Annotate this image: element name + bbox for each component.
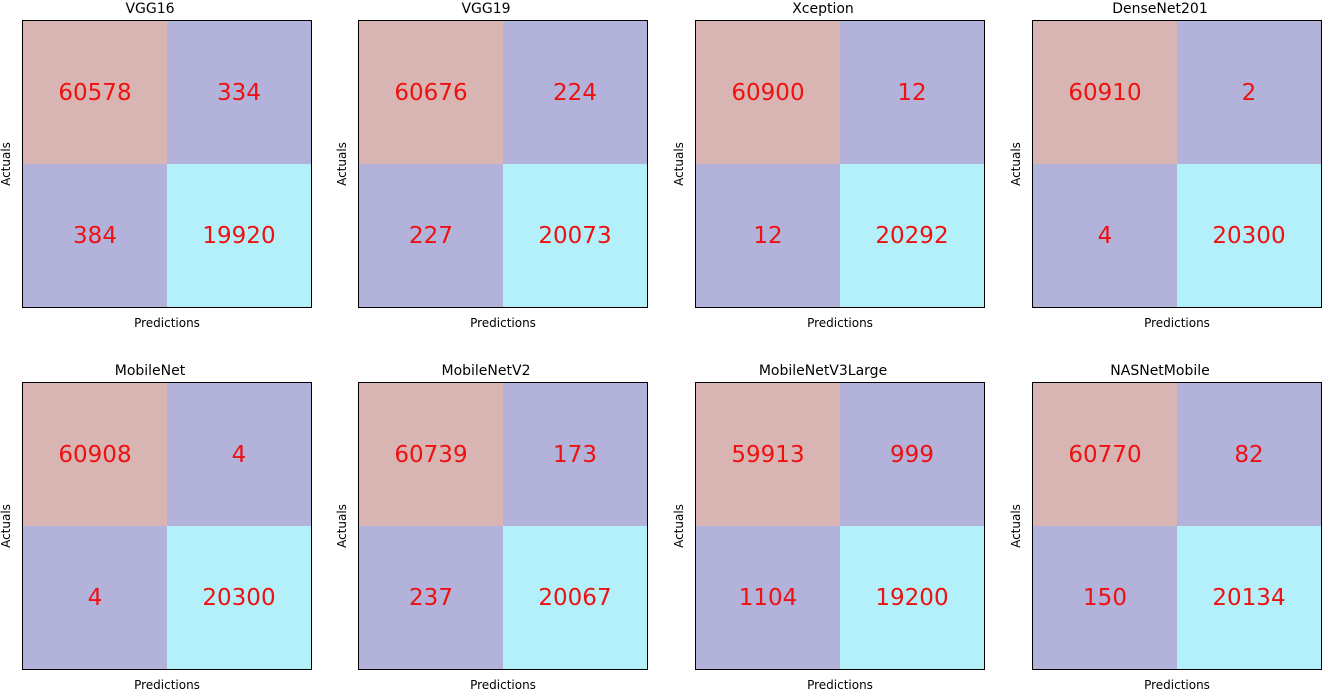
confusion-matrix-grid: 60578 334 384 19920: [22, 20, 312, 308]
true-negative-cell: 60578: [23, 21, 167, 164]
panel-title: MobileNet: [114, 363, 186, 379]
y-axis-label: Actuals: [0, 142, 13, 186]
confusion-matrix-panel: Xception Actuals 60900 12 12 20292 Predictions: [672, 0, 985, 335]
confusion-matrix-panel: NASNetMobile Actuals 60770 82 150 20134 Predic…: [1009, 362, 1322, 697]
panel-title: VGG19: [461, 1, 511, 17]
y-axis-label: Actuals: [335, 504, 349, 548]
y-axis-label: Actuals: [672, 142, 686, 186]
y-axis-label: Actuals: [1009, 142, 1023, 186]
false-positive-cell: 224: [503, 21, 647, 164]
confusion-matrix-grid: 60770 82 150 20134: [1032, 382, 1322, 670]
true-positive-cell: 20292: [840, 164, 984, 307]
y-axis-label: Actuals: [1009, 504, 1023, 548]
false-negative-cell: 4: [1033, 164, 1177, 307]
false-positive-cell: 4: [167, 383, 311, 526]
false-negative-cell: 12: [696, 164, 840, 307]
y-axis-label: Actuals: [335, 142, 349, 186]
x-axis-label: Predictions: [134, 678, 200, 692]
true-positive-cell: 20300: [1177, 164, 1321, 307]
confusion-matrix-grid: 60739 173 237 20067: [358, 382, 648, 670]
false-positive-cell: 999: [840, 383, 984, 526]
false-positive-cell: 82: [1177, 383, 1321, 526]
confusion-matrix-grid: 60910 2 4 20300: [1032, 20, 1322, 308]
true-negative-cell: 59913: [696, 383, 840, 526]
true-positive-cell: 20134: [1177, 526, 1321, 669]
true-negative-cell: 60910: [1033, 21, 1177, 164]
confusion-matrix-grid: 60676 224 227 20073: [358, 20, 648, 308]
true-positive-cell: 19920: [167, 164, 311, 307]
panel-title: MobileNetV3Large: [758, 363, 888, 379]
false-positive-cell: 173: [503, 383, 647, 526]
true-negative-cell: 60908: [23, 383, 167, 526]
true-negative-cell: 60676: [359, 21, 503, 164]
y-axis-label: Actuals: [672, 504, 686, 548]
confusion-matrix-grid: 60908 4 4 20300: [22, 382, 312, 670]
panel-title: Xception: [792, 1, 854, 17]
true-negative-cell: 60900: [696, 21, 840, 164]
false-negative-cell: 384: [23, 164, 167, 307]
false-negative-cell: 1104: [696, 526, 840, 669]
x-axis-label: Predictions: [470, 316, 536, 330]
confusion-matrix-panel: DenseNet201 Actuals 60910 2 4 20300 Prediction…: [1009, 0, 1322, 335]
true-positive-cell: 20073: [503, 164, 647, 307]
false-negative-cell: 150: [1033, 526, 1177, 669]
false-positive-cell: 334: [167, 21, 311, 164]
confusion-matrix-panel: VGG19 Actuals 60676 224 227 20073 Predictions: [335, 0, 648, 335]
confusion-matrix-grid: 60900 12 12 20292: [695, 20, 985, 308]
confusion-matrix-panel: MobileNet Actuals 60908 4 4 20300 Predictions: [0, 362, 312, 697]
panel-title: NASNetMobile: [1110, 363, 1210, 379]
true-positive-cell: 20300: [167, 526, 311, 669]
confusion-matrix-grid: 59913 999 1104 19200: [695, 382, 985, 670]
false-positive-cell: 2: [1177, 21, 1321, 164]
false-positive-cell: 12: [840, 21, 984, 164]
false-negative-cell: 4: [23, 526, 167, 669]
false-negative-cell: 227: [359, 164, 503, 307]
x-axis-label: Predictions: [1144, 316, 1210, 330]
x-axis-label: Predictions: [807, 678, 873, 692]
confusion-matrix-panel: VGG16 Actuals 60578 334 384 19920 Predictions: [0, 0, 312, 335]
true-positive-cell: 19200: [840, 526, 984, 669]
y-axis-label: Actuals: [0, 504, 13, 548]
true-positive-cell: 20067: [503, 526, 647, 669]
x-axis-label: Predictions: [134, 316, 200, 330]
x-axis-label: Predictions: [470, 678, 536, 692]
confusion-matrix-panel: MobileNetV3Large Actuals 59913 999 1104 19200…: [672, 362, 985, 697]
panel-title: MobileNetV2: [441, 363, 531, 379]
confusion-matrix-panel: MobileNetV2 Actuals 60739 173 237 20067 Predic…: [335, 362, 648, 697]
true-negative-cell: 60770: [1033, 383, 1177, 526]
panel-title: DenseNet201: [1112, 1, 1208, 17]
true-negative-cell: 60739: [359, 383, 503, 526]
panel-title: VGG16: [125, 1, 175, 17]
x-axis-label: Predictions: [1144, 678, 1210, 692]
false-negative-cell: 237: [359, 526, 503, 669]
x-axis-label: Predictions: [807, 316, 873, 330]
